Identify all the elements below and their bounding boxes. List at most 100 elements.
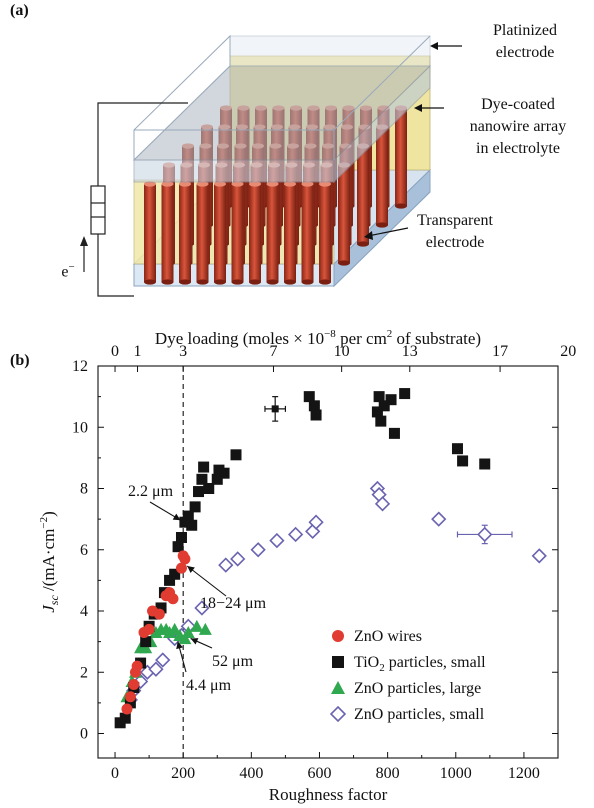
annotation: 18−24 μm xyxy=(186,565,267,612)
axis-labels: Roughness factor Jsc /(mA·cm−2) xyxy=(38,511,388,804)
legend-item: ZnO particles, large xyxy=(331,680,481,697)
point-zno-small xyxy=(431,511,447,527)
nanowire xyxy=(376,124,388,228)
point-tio2-small xyxy=(457,455,469,467)
annotation-label: 4.4 μm xyxy=(186,677,232,694)
x2-tick-label: 20 xyxy=(560,343,576,360)
platinized-line-1: Platinized xyxy=(493,22,557,39)
legend: ZnO wires TiO2 particles, small ZnO partic… xyxy=(329,628,486,723)
platinized-electrode-label: Platinized electrode xyxy=(470,20,580,64)
annotation: 2.2 μm xyxy=(128,483,181,521)
point-tio2-small xyxy=(179,516,191,528)
y-tick-label: 12 xyxy=(72,358,88,375)
x-axis-label: Roughness factor xyxy=(269,785,388,804)
x-tick-label: 800 xyxy=(376,765,400,782)
point-tio2-small xyxy=(172,541,184,553)
point-tio2-small xyxy=(373,391,385,403)
point-tio2-small xyxy=(310,409,322,421)
point-tio2-small xyxy=(479,458,491,470)
y-tick-label: 10 xyxy=(72,419,88,436)
platinized-electrode-slab xyxy=(132,34,432,184)
nanowire xyxy=(249,181,261,285)
callout-arrows xyxy=(367,45,462,237)
point-zno-wires xyxy=(332,630,344,642)
nanowire xyxy=(179,181,191,285)
legend-label: ZnO particles, large xyxy=(354,680,481,697)
point-tio2-small xyxy=(203,483,215,494)
point-tio2-small xyxy=(124,697,136,709)
nanowire-line-1: Dye-coated xyxy=(481,96,555,113)
point-tio2-small xyxy=(186,519,198,531)
tick-marks: 0 200 400 600 800 1000 1200 0 2 4 6 8 10 12 xyxy=(72,358,558,782)
point-zno-large xyxy=(139,641,153,654)
electron-symbol: e xyxy=(61,263,69,281)
transparent-line-2: electrode xyxy=(425,234,485,251)
callout-arrowheads xyxy=(364,42,438,240)
point-tio2-small xyxy=(218,467,230,479)
transparent-electrode-label: Transparent electrode xyxy=(400,210,510,254)
point-zno-small xyxy=(374,496,391,512)
point-tio2-small xyxy=(451,443,463,455)
point-tio2-small xyxy=(332,656,344,668)
point-zno-wires xyxy=(131,660,143,672)
legend-item: TiO2 particles, small xyxy=(332,654,486,674)
cell-diagram xyxy=(80,34,462,297)
point-tio2-small xyxy=(211,473,223,485)
annotations: 2.2 μm 18−24 μm 52 μm 4.4 μm xyxy=(128,483,267,694)
x-tick-label: 400 xyxy=(239,765,263,782)
point-zno-large xyxy=(181,625,195,638)
point-tio2-small xyxy=(175,532,187,543)
external-circuit xyxy=(90,102,188,297)
y-tick-label: 4 xyxy=(80,603,88,620)
x-tick-label: 600 xyxy=(307,765,331,782)
point-tio2-small xyxy=(155,602,167,614)
annotation: 4.4 μm xyxy=(176,641,232,694)
nanowire xyxy=(357,143,369,247)
plot-frame xyxy=(97,365,559,759)
point-zno-wires xyxy=(167,593,179,605)
nanowire xyxy=(161,181,174,285)
point-zno-large xyxy=(331,681,345,694)
nanowire xyxy=(214,181,226,285)
annotation-label: 52 μm xyxy=(212,653,254,670)
point-tio2-small xyxy=(388,427,400,439)
point-zno-small xyxy=(155,652,171,668)
point-zno-large xyxy=(168,622,182,635)
platinized-line-2: electrode xyxy=(495,44,555,61)
transparent-line-1: Transparent xyxy=(417,212,493,229)
nanowire xyxy=(266,181,279,285)
annotation-label: 2.2 μm xyxy=(128,483,174,500)
point-zno-small xyxy=(477,526,493,543)
point-tio2-small xyxy=(375,415,387,427)
nanowire-line-3: in electrolyte xyxy=(476,140,560,157)
point-zno-small xyxy=(148,661,164,677)
nanowire-line-2: nanowire array xyxy=(469,118,567,135)
legend-item: ZnO wires xyxy=(332,628,422,645)
nanowire xyxy=(338,162,350,266)
point-zno-wires xyxy=(143,623,155,635)
annotation-label: 18−24 μm xyxy=(200,595,267,612)
panel-b-label: (b) xyxy=(10,352,30,369)
point-zno-large xyxy=(190,619,204,632)
panel-a-label: (a) xyxy=(10,2,29,19)
point-tio2-small xyxy=(164,574,176,586)
annotation: 52 μm xyxy=(190,637,254,670)
point-zno-small xyxy=(329,705,347,723)
x2-tick-label: 7 xyxy=(269,343,277,360)
x2-tick-label: 3 xyxy=(179,343,187,360)
x-tick-label: 1000 xyxy=(440,765,472,782)
point-tio2-small xyxy=(196,473,208,485)
point-zno-wires xyxy=(175,562,187,574)
point-zno-small xyxy=(218,557,234,573)
point-tio2-small xyxy=(399,388,411,400)
point-zno-small xyxy=(269,532,285,549)
y-tick-label: 6 xyxy=(80,542,88,559)
y-axis-label: Jsc /(mA·cm−2) xyxy=(38,511,61,613)
point-tio2-small xyxy=(182,510,194,522)
point-tio2-small xyxy=(193,486,205,498)
nanowire xyxy=(196,181,209,285)
point-zno-small xyxy=(287,526,304,543)
point-zno-small xyxy=(250,542,266,558)
point-zno-large xyxy=(149,625,163,638)
